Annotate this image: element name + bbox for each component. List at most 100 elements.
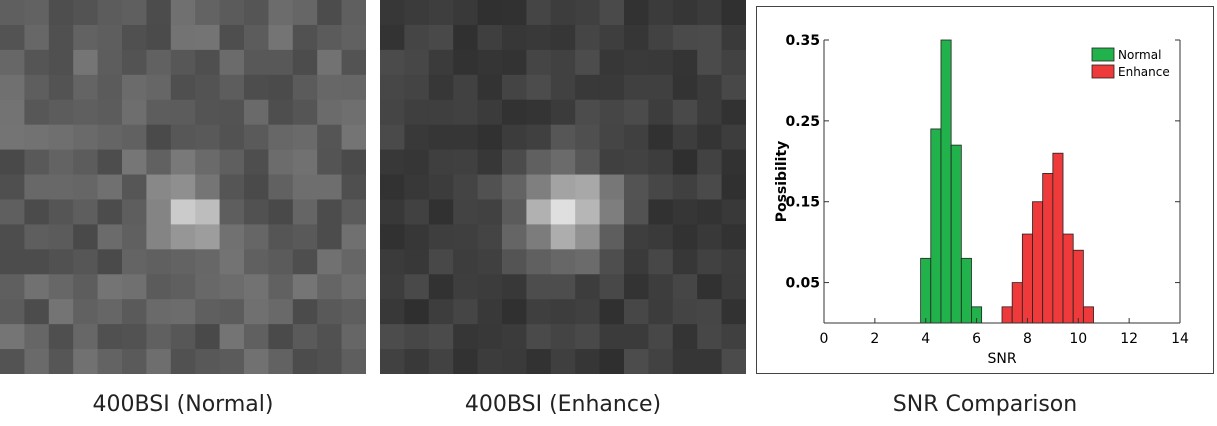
pixel: [317, 125, 342, 150]
pixel: [673, 150, 698, 175]
pixel: [146, 75, 171, 100]
pixel: [244, 50, 269, 75]
bar: [961, 258, 971, 323]
pixel: [600, 299, 625, 324]
pixel: [49, 349, 74, 374]
pixel: [575, 75, 600, 100]
pixel: [122, 100, 147, 125]
pixel: [317, 324, 342, 349]
pixel: [49, 75, 74, 100]
pixel: [122, 125, 147, 150]
pixel: [220, 25, 245, 50]
pixel: [122, 150, 147, 175]
pixel: [146, 50, 171, 75]
pixel: [244, 249, 269, 274]
pixel: [600, 324, 625, 349]
bar: [951, 145, 961, 323]
pixel: [0, 274, 25, 299]
pixel: [73, 0, 98, 25]
pixel: [697, 349, 722, 374]
pixel: [220, 150, 245, 175]
pixel: [317, 50, 342, 75]
pixel: [429, 299, 454, 324]
pixel: [673, 299, 698, 324]
pixel: [478, 75, 503, 100]
pixel: [673, 349, 698, 374]
pixel: [49, 175, 74, 200]
pixel: [171, 75, 196, 100]
pixel: [624, 324, 649, 349]
pixel: [478, 100, 503, 125]
pixel: [293, 224, 318, 249]
pixel: [380, 125, 405, 150]
caption: 400BSI (Enhance): [380, 392, 746, 417]
pixel: [73, 349, 98, 374]
pixel: [24, 150, 49, 175]
pixel: [146, 150, 171, 175]
pixel: [551, 100, 576, 125]
pixel: [502, 75, 527, 100]
pixel: [673, 125, 698, 150]
pixel: [429, 175, 454, 200]
pixel: [24, 25, 49, 50]
pixel: [404, 224, 429, 249]
pixel: [24, 324, 49, 349]
pixel: [268, 0, 293, 25]
pixel: [478, 299, 503, 324]
pixel: [673, 75, 698, 100]
pixel: [49, 224, 74, 249]
pixel: [73, 175, 98, 200]
pixel: [49, 100, 74, 125]
pixel: [0, 349, 25, 374]
pixel: [478, 50, 503, 75]
pixel: [453, 25, 478, 50]
pixel: [122, 274, 147, 299]
pixel: [146, 125, 171, 150]
pixel: [244, 100, 269, 125]
pixel: [697, 199, 722, 224]
pixel: [722, 224, 746, 249]
pixel: [98, 150, 123, 175]
pixel: [404, 0, 429, 25]
pixel: [268, 125, 293, 150]
pixel: [49, 249, 74, 274]
pixel: [453, 150, 478, 175]
pixel: [673, 324, 698, 349]
pixel: [342, 224, 366, 249]
pixel: [268, 299, 293, 324]
pixel: [551, 50, 576, 75]
pixel: [380, 150, 405, 175]
bar: [1033, 202, 1043, 323]
bar: [931, 129, 941, 323]
x-tick-label: 12: [1120, 331, 1138, 347]
pixel: [551, 324, 576, 349]
pixel: [624, 249, 649, 274]
pixel: [551, 0, 576, 25]
pixel: [73, 299, 98, 324]
pixel: [478, 125, 503, 150]
pixel: [146, 25, 171, 50]
pixel: [404, 150, 429, 175]
pixel: [600, 25, 625, 50]
pixel: [453, 324, 478, 349]
pixel: [673, 249, 698, 274]
pixel: [551, 125, 576, 150]
pixel: [122, 75, 147, 100]
pixel: [575, 50, 600, 75]
pixel: [600, 0, 625, 25]
pixel: [453, 0, 478, 25]
pixel: [342, 324, 366, 349]
pixel: [648, 25, 673, 50]
pixel: [404, 125, 429, 150]
pixel: [453, 50, 478, 75]
pixel: [526, 224, 551, 249]
pixel: [697, 0, 722, 25]
pixel: [98, 299, 123, 324]
pixel: [195, 125, 220, 150]
y-tick-label: 0.05: [785, 276, 820, 292]
pixel: [317, 175, 342, 200]
pixel: [146, 299, 171, 324]
pixel: [171, 0, 196, 25]
pixel: [502, 100, 527, 125]
pixel: [526, 0, 551, 25]
